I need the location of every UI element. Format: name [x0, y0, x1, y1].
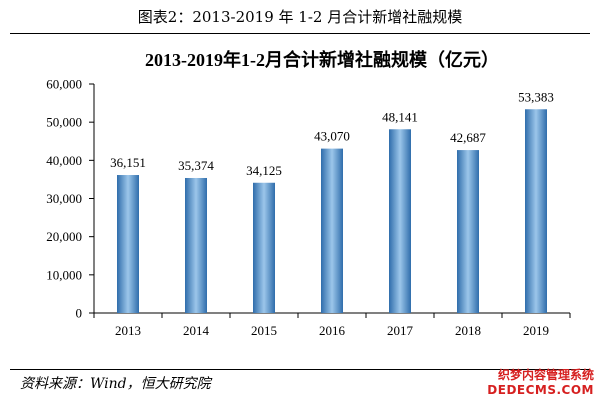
value-label-2014: 35,374 — [178, 158, 214, 173]
bar-2016 — [321, 148, 343, 313]
bar-chart: 2013-2019年1-2月合计新增社融规模（亿元） 0 10,000 20,000… — [46, 49, 571, 338]
y-tick-label: 30,000 — [46, 191, 82, 206]
bar-2018 — [457, 150, 479, 313]
figure-title: 图表2：2013-2019 年 1-2 月合计新增社融规模 — [137, 8, 463, 26]
watermark-line1: 织梦内容管理系统 — [497, 368, 594, 382]
value-label-2013: 36,151 — [110, 155, 146, 170]
value-label-2018: 42,687 — [450, 130, 486, 145]
chart-title: 2013-2019年1-2月合计新增社融规模（亿元） — [145, 49, 499, 70]
bars — [117, 109, 547, 313]
y-tick-label: 40,000 — [46, 153, 82, 168]
watermark-line2: DEDECMS.COM — [487, 383, 594, 397]
bar-2015 — [253, 182, 275, 313]
value-label-2016: 43,070 — [314, 129, 350, 144]
x-tick-label-2017: 2017 — [387, 323, 414, 338]
y-tick-label: 50,000 — [46, 115, 82, 130]
y-tick-label: 0 — [76, 306, 83, 321]
bottom-rule — [10, 369, 590, 370]
y-tick-label: 20,000 — [46, 229, 82, 244]
y-tick-label: 10,000 — [46, 267, 82, 282]
watermark: 织梦内容管理系统 DEDECMS.COM — [468, 368, 594, 398]
bar-2013 — [117, 175, 139, 313]
x-tick-label-2016: 2016 — [319, 323, 346, 338]
y-axis: 0 10,000 20,000 30,000 40,000 50,000 60,000 — [46, 77, 95, 321]
top-rule — [10, 33, 590, 34]
value-label-2015: 34,125 — [246, 163, 282, 178]
bar-2014 — [185, 177, 207, 313]
value-label-2017: 48,141 — [382, 109, 418, 124]
x-tick-label-2014: 2014 — [183, 323, 210, 338]
x-tick-label-2015: 2015 — [251, 323, 277, 338]
y-tick-label: 60,000 — [46, 77, 82, 92]
value-label-2019: 53,383 — [518, 89, 554, 104]
value-labels: 36,151 35,374 34,125 43,070 48,141 42,687 53,3… — [110, 89, 554, 178]
x-axis: 2013 2014 2015 2016 2017 2018 2019 — [93, 312, 571, 338]
bar-2017 — [389, 129, 411, 313]
x-tick-label-2019: 2019 — [523, 323, 549, 338]
bar-2019 — [525, 109, 547, 313]
x-tick-label-2013: 2013 — [115, 323, 141, 338]
source-note: 资料来源：Wind，恒大研究院 — [20, 376, 211, 392]
x-tick-label-2018: 2018 — [455, 323, 481, 338]
